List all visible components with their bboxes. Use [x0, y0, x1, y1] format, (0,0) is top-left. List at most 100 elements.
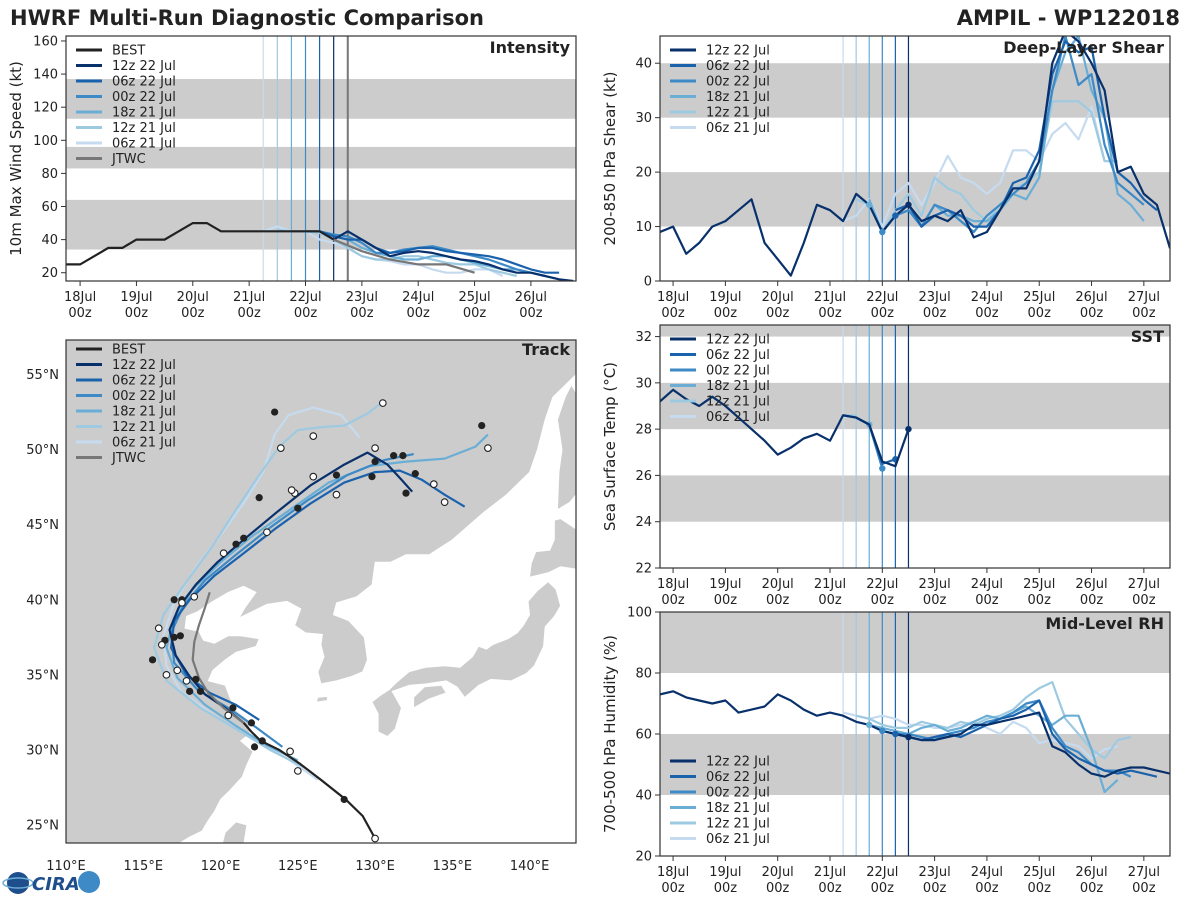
track-marker-filled [390, 452, 398, 460]
intensity-xtick-day: 20Jul [177, 290, 209, 305]
rh-ytick-label: 100 [627, 606, 652, 621]
track-marker-filled [250, 743, 259, 751]
sst-xtick-hour: 00z [818, 593, 842, 608]
track-marker-filled [399, 452, 407, 460]
shear-init-marker [905, 201, 912, 208]
intensity-xtick-hour: 00z [237, 306, 261, 321]
shear-init-marker [892, 212, 899, 219]
shear-xtick-day: 18Jul [657, 290, 689, 305]
track-lon-label: 130°E [355, 859, 395, 874]
rh-xtick-day: 25Jul [1023, 865, 1055, 880]
intensity-xtick-day: 25Jul [458, 290, 490, 305]
rh-xtick-hour: 00z [714, 881, 738, 896]
intensity-xtick-day: 22Jul [289, 290, 321, 305]
intensity-ytick-label: 60 [41, 200, 58, 215]
sst-ytick-label: 28 [635, 423, 652, 438]
track-marker-filled [170, 633, 178, 641]
shear-xtick-day: 21Jul [814, 290, 846, 305]
shear-title: Deep-Layer Shear [1003, 38, 1164, 57]
intensity-legend-label: BEST [112, 44, 145, 59]
track-marker-filled [186, 687, 194, 695]
rh-xtick-day: 24Jul [971, 865, 1003, 880]
sst-frame [659, 324, 1171, 569]
track-legend-label: 12z 22 Jul [112, 358, 176, 373]
track-legend-label: 06z 22 Jul [112, 374, 176, 389]
track-marker-filled [255, 494, 263, 502]
shear-init-marker [866, 201, 873, 208]
track-panel: 110°E 115°E 120°E 125°E 130°E 135°E 140°E 25°N 3… [26, 339, 577, 874]
land-jeju [315, 696, 328, 703]
rh-series-18z-21-jul [868, 705, 1119, 794]
sst-ytick-label: 32 [635, 330, 652, 345]
shear-xtick-day: 22Jul [866, 290, 898, 305]
track-marker-open [309, 472, 318, 481]
rh-legend-label: 00z 22 Jul [706, 786, 770, 801]
rh-xtick-day: 23Jul [918, 865, 950, 880]
rh-legend-label: 18z 21 Jul [706, 801, 770, 816]
rh-xtick-hour: 00z [1132, 881, 1156, 896]
intensity-xtick-hour: 00z [463, 306, 487, 321]
track-marker-open [219, 549, 228, 558]
sst-legend-label: 12z 22 Jul [706, 333, 770, 348]
track-marker-open [162, 670, 171, 679]
intensity-xtick-hour: 00z [68, 306, 92, 321]
shear-xtick-hour: 00z [1132, 306, 1156, 321]
intensity-band [66, 199, 576, 250]
shear-ytick-label: 40 [635, 57, 652, 72]
track-marker-filled [148, 656, 157, 664]
intensity-ytick-label: 40 [41, 233, 58, 248]
shear-xtick-day: 24Jul [971, 290, 1003, 305]
track-marker-filled [411, 470, 419, 478]
intensity-xtick-day: 24Jul [402, 290, 434, 305]
sst-legend-label: 06z 21 Jul [706, 410, 770, 425]
shear-xtick-hour: 00z [818, 306, 842, 321]
shear-series-06z-21-jul [842, 105, 1106, 228]
shear-xtick-hour: 00z [1028, 306, 1052, 321]
track-lat-label: 40°N [26, 593, 59, 608]
shear-legend-label: 00z 22 Jul [706, 75, 770, 90]
sst-xtick-day: 20Jul [762, 577, 794, 592]
sst-xtick-hour: 00z [923, 593, 947, 608]
rh-xtick-day: 27Jul [1128, 865, 1160, 880]
rh-init-marker [905, 733, 912, 741]
sst-xtick-hour: 00z [871, 593, 895, 608]
sst-xtick-hour: 00z [661, 593, 685, 608]
intensity-title: Intensity [490, 38, 571, 57]
track-lat-label: 45°N [26, 518, 59, 533]
rh-xtick-day: 18Jul [657, 865, 689, 880]
sst-xtick-day: 18Jul [657, 577, 689, 592]
track-lon-label: 135°E [433, 859, 473, 874]
track-lon-label: 115°E [124, 859, 164, 874]
rh-xtick-hour: 00z [923, 881, 947, 896]
track-marker-open [378, 399, 387, 407]
sst-xtick-hour: 00z [975, 593, 999, 608]
rh-xtick-day: 26Jul [1075, 865, 1107, 880]
sst-legend-label: 06z 22 Jul [706, 348, 770, 363]
track-marker-filled [240, 534, 248, 542]
track-jtwc [191, 591, 245, 724]
shear-xtick-hour: 00z [661, 306, 685, 321]
track-lon-label: 120°E [201, 859, 241, 874]
intensity-xtick-hour: 00z [294, 306, 318, 321]
track-marker-filled [371, 458, 379, 466]
figure-title: HWRF Multi-Run Diagnostic Comparison [10, 6, 484, 30]
shear-legend-label: 18z 21 Jul [706, 90, 770, 105]
intensity-ylabel: 10m Max Wind Speed (kt) [7, 61, 25, 256]
shear-series-12z-22-jul [660, 36, 1170, 277]
track-marker-open [440, 498, 449, 507]
intensity-xtick-hour: 00z [350, 306, 374, 321]
rh-xtick-hour: 00z [975, 881, 999, 896]
rh-xtick-hour: 00z [766, 881, 790, 896]
cira-logo-ring [2, 877, 34, 889]
sst-band [660, 325, 1170, 337]
shear-xtick-day: 26Jul [1075, 290, 1107, 305]
track-legend-label: 06z 21 Jul [112, 436, 176, 451]
track-marker-open [263, 528, 271, 537]
rh-xtick-hour: 00z [818, 881, 842, 896]
track-lon-label: 125°E [278, 859, 318, 874]
land-sakhalin [557, 384, 576, 511]
track-marker-filled [478, 421, 486, 430]
sst-xtick-day: 21Jul [814, 577, 846, 592]
track-lat-label: 30°N [26, 743, 59, 758]
shear-ytick-label: 30 [635, 111, 652, 126]
